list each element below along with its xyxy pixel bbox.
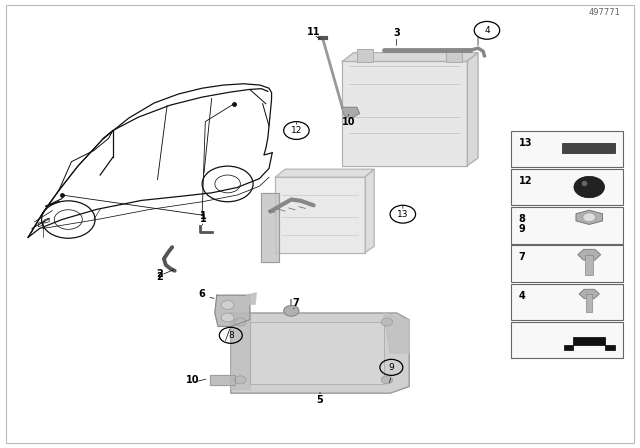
Polygon shape bbox=[275, 169, 374, 177]
Text: 4: 4 bbox=[484, 26, 490, 35]
Text: 12: 12 bbox=[291, 126, 302, 135]
Polygon shape bbox=[246, 293, 256, 304]
Text: 10: 10 bbox=[342, 116, 355, 127]
Text: 8: 8 bbox=[228, 331, 234, 340]
Text: 6: 6 bbox=[199, 289, 205, 299]
Text: 9: 9 bbox=[519, 224, 525, 234]
Bar bbox=[563, 143, 614, 153]
Text: 9: 9 bbox=[388, 363, 394, 372]
Text: 12: 12 bbox=[519, 176, 532, 186]
Text: 7: 7 bbox=[292, 298, 299, 308]
Text: 13: 13 bbox=[519, 138, 532, 148]
Circle shape bbox=[221, 313, 234, 322]
Polygon shape bbox=[261, 193, 279, 262]
Circle shape bbox=[381, 376, 393, 384]
Polygon shape bbox=[365, 169, 374, 253]
Polygon shape bbox=[342, 52, 478, 61]
Circle shape bbox=[235, 376, 246, 384]
Polygon shape bbox=[275, 177, 365, 253]
Text: 4: 4 bbox=[519, 291, 525, 301]
Polygon shape bbox=[576, 210, 602, 224]
Polygon shape bbox=[578, 250, 601, 260]
Text: 1: 1 bbox=[200, 211, 207, 221]
Polygon shape bbox=[586, 294, 593, 312]
Polygon shape bbox=[467, 52, 478, 166]
Text: 11: 11 bbox=[307, 27, 321, 37]
Polygon shape bbox=[342, 61, 467, 166]
Bar bbox=[446, 49, 462, 62]
Circle shape bbox=[583, 213, 596, 222]
Circle shape bbox=[381, 318, 393, 326]
Bar bbox=[511, 130, 623, 167]
Polygon shape bbox=[250, 322, 384, 384]
Circle shape bbox=[235, 318, 246, 326]
Circle shape bbox=[574, 177, 605, 198]
Text: 8: 8 bbox=[519, 214, 525, 224]
Polygon shape bbox=[564, 336, 614, 350]
Bar bbox=[357, 49, 373, 62]
Text: 10: 10 bbox=[186, 375, 199, 385]
Circle shape bbox=[221, 301, 234, 310]
Polygon shape bbox=[215, 295, 250, 327]
Bar bbox=[511, 169, 623, 205]
Text: 1: 1 bbox=[200, 214, 207, 224]
Polygon shape bbox=[211, 375, 235, 385]
Bar bbox=[511, 246, 623, 282]
Polygon shape bbox=[231, 313, 250, 389]
Text: 497771: 497771 bbox=[589, 8, 621, 17]
Text: 5: 5 bbox=[317, 395, 323, 405]
Circle shape bbox=[284, 306, 299, 316]
Polygon shape bbox=[586, 255, 593, 275]
Text: 2: 2 bbox=[156, 272, 163, 282]
Text: 13: 13 bbox=[397, 210, 408, 219]
Polygon shape bbox=[231, 313, 409, 393]
Text: 2: 2 bbox=[156, 269, 163, 279]
Polygon shape bbox=[342, 108, 360, 118]
Text: 7: 7 bbox=[519, 253, 525, 263]
Bar bbox=[511, 284, 623, 320]
Bar bbox=[511, 322, 623, 358]
Polygon shape bbox=[579, 289, 600, 298]
Polygon shape bbox=[384, 313, 409, 353]
Text: 3: 3 bbox=[393, 28, 400, 39]
Bar bbox=[511, 207, 623, 244]
